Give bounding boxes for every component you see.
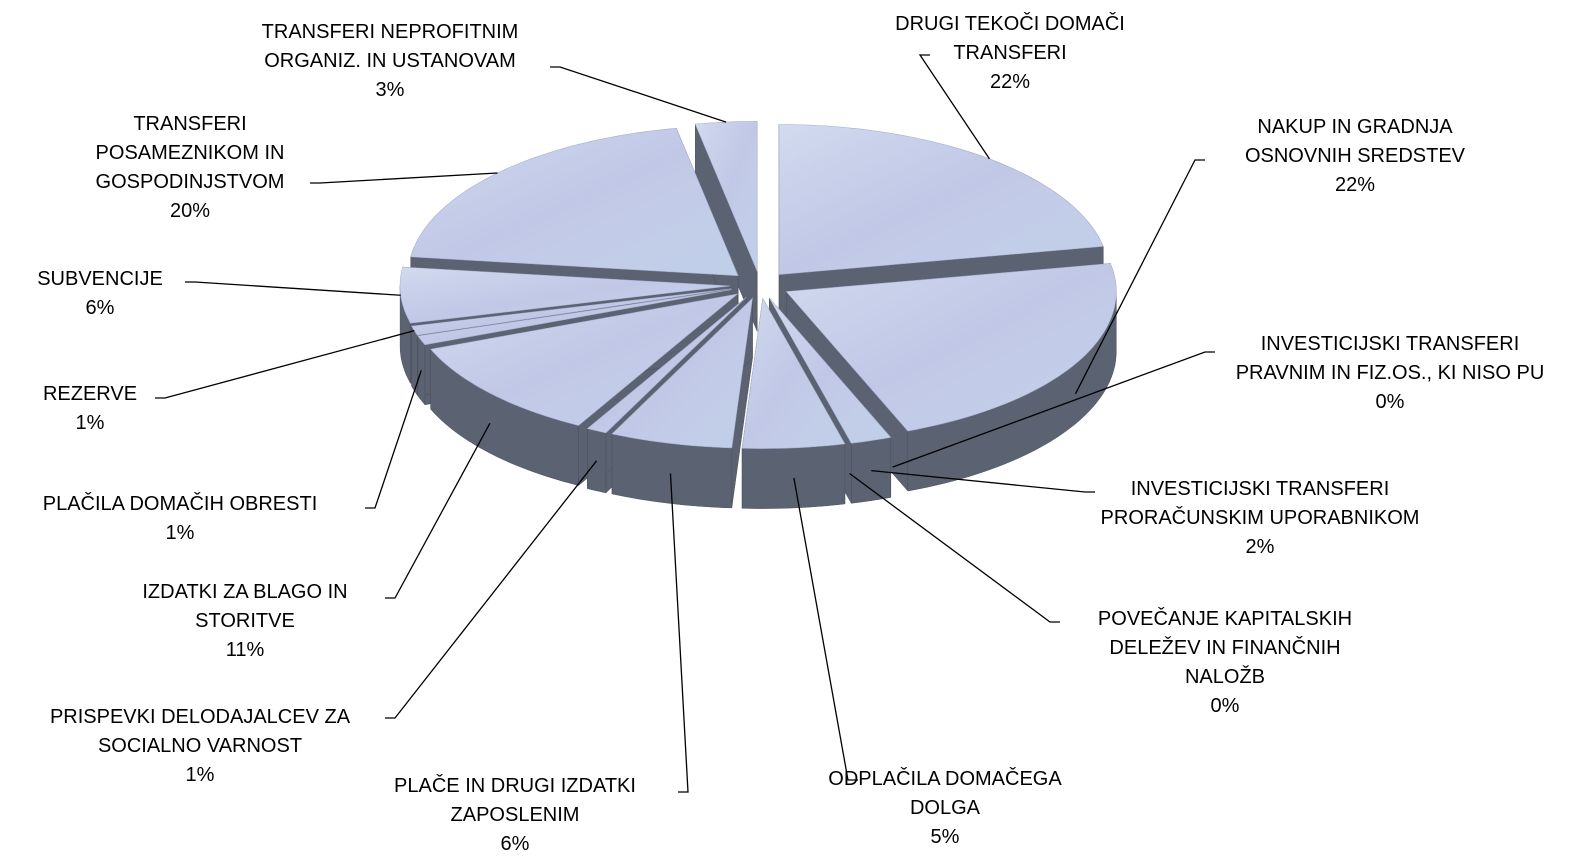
slice-sheen — [769, 298, 891, 444]
slice — [741, 297, 846, 509]
leader-line — [892, 351, 1215, 468]
value-label: 11% — [225, 639, 265, 661]
value-label: 3% — [375, 79, 405, 101]
category-label: INVESTICIJSKI TRANSFERI PRORAČUNSKIM UPO… — [1100, 478, 1420, 529]
data-label: POVEČANJE KAPITALSKIH DELEŽEV IN FINANČN… — [1075, 605, 1375, 721]
leader-line — [550, 66, 727, 123]
leader-line — [310, 172, 498, 184]
leader-line — [669, 473, 689, 793]
slice-sheen — [411, 288, 732, 336]
data-label: DRUGI TEKOČI DOMAČI TRANSFERI 22% — [860, 10, 1160, 97]
slice — [611, 297, 753, 509]
slice-sheen — [742, 298, 845, 449]
category-label: REZERVE — [42, 383, 138, 405]
value-label: 22% — [1334, 174, 1376, 196]
leader-line — [793, 477, 858, 781]
leader-line — [871, 469, 1095, 493]
slice-sheen — [587, 297, 747, 433]
data-label: REZERVE 1% — [20, 380, 160, 438]
slice — [694, 121, 758, 332]
slice — [785, 263, 1117, 492]
category-label: TRANSFERI POSAMEZNIKOM IN GOSPODINJSTVOM — [95, 113, 285, 193]
data-label: SUBVENCIJE 6% — [15, 265, 185, 323]
slice-side — [851, 437, 892, 504]
value-label: 20% — [169, 200, 211, 222]
category-label: IZDATKI ZA BLAGO IN STORITVE — [142, 581, 348, 632]
slice-sheen — [410, 128, 739, 276]
category-label: POVEČANJE KAPITALSKIH DELEŽEV IN FINANČN… — [1097, 608, 1353, 688]
data-label: ODPLAČILA DOMAČEGA DOLGA 5% — [795, 765, 1095, 852]
data-label: INVESTICIJSKI TRANSFERI PRORAČUNSKIM UPO… — [1095, 475, 1425, 562]
leader-line — [365, 370, 422, 509]
leader-line — [849, 472, 1060, 623]
data-label: PLAČE IN DRUGI IZDATKI ZAPOSLENIM 6% — [355, 772, 675, 859]
data-label: PLAČILA DOMAČIH OBRESTI 1% — [0, 490, 360, 548]
value-label: 1% — [165, 522, 195, 544]
slice-side — [417, 335, 426, 406]
value-label: 0% — [1210, 695, 1240, 717]
slice-sheen — [430, 294, 738, 426]
slice-side — [741, 443, 846, 509]
value-label: 0% — [1375, 391, 1405, 413]
value-label: 1% — [185, 764, 215, 786]
value-label: 2% — [1245, 536, 1275, 558]
slice-sheen — [786, 263, 1117, 431]
leader-line — [385, 422, 491, 599]
category-label: PLAČE IN DRUGI IZDATKI ZAPOSLENIM — [394, 775, 636, 826]
slice-sheen — [417, 289, 732, 345]
leader-line — [185, 281, 401, 296]
category-label: DRUGI TEKOČI DOMAČI TRANSFERI — [895, 13, 1125, 64]
slice-sheen — [695, 121, 758, 272]
data-label: NAKUP IN GRADNJA OSNOVNIH SREDSTEV 22% — [1210, 113, 1500, 200]
category-label: TRANSFERI NEPROFITNIM ORGANIZ. IN USTANO… — [261, 21, 519, 72]
category-label: INVESTICIJSKI TRANSFERI PRAVNIM IN FIZ.O… — [1235, 333, 1545, 384]
leader-line — [918, 54, 991, 160]
data-label: TRANSFERI NEPROFITNIM ORGANIZ. IN USTANO… — [230, 18, 550, 105]
category-label: NAKUP IN GRADNJA OSNOVNIH SREDSTEV — [1244, 116, 1466, 167]
slice-sheen — [400, 267, 731, 324]
value-label: 1% — [75, 412, 105, 434]
leader-line — [155, 330, 415, 399]
category-label: PRISPEVKI DELODAJALCEV ZA SOCIALNO VARNO… — [49, 706, 351, 757]
leader-line — [1074, 159, 1205, 395]
data-label: PRISPEVKI DELODAJALCEV ZA SOCIALNO VARNO… — [30, 703, 370, 790]
category-label: ODPLAČILA DOMAČEGA DOLGA — [828, 768, 1062, 819]
category-label: SUBVENCIJE — [37, 268, 163, 290]
slice-sheen — [779, 124, 1104, 275]
data-label: TRANSFERI POSAMEZNIKOM IN GOSPODINJSTVOM… — [60, 110, 320, 226]
value-label: 5% — [930, 826, 960, 848]
value-label: 22% — [989, 71, 1031, 93]
data-label: INVESTICIJSKI TRANSFERI PRAVNIM IN FIZ.O… — [1220, 330, 1560, 417]
data-label: IZDATKI ZA BLAGO IN STORITVE 11% — [115, 578, 375, 665]
slice-side — [587, 428, 607, 494]
slice-sheen — [612, 298, 753, 448]
value-label: 6% — [500, 833, 530, 855]
value-label: 6% — [85, 297, 115, 319]
category-label: PLAČILA DOMAČIH OBRESTI — [42, 493, 318, 515]
leader-line — [385, 460, 598, 719]
